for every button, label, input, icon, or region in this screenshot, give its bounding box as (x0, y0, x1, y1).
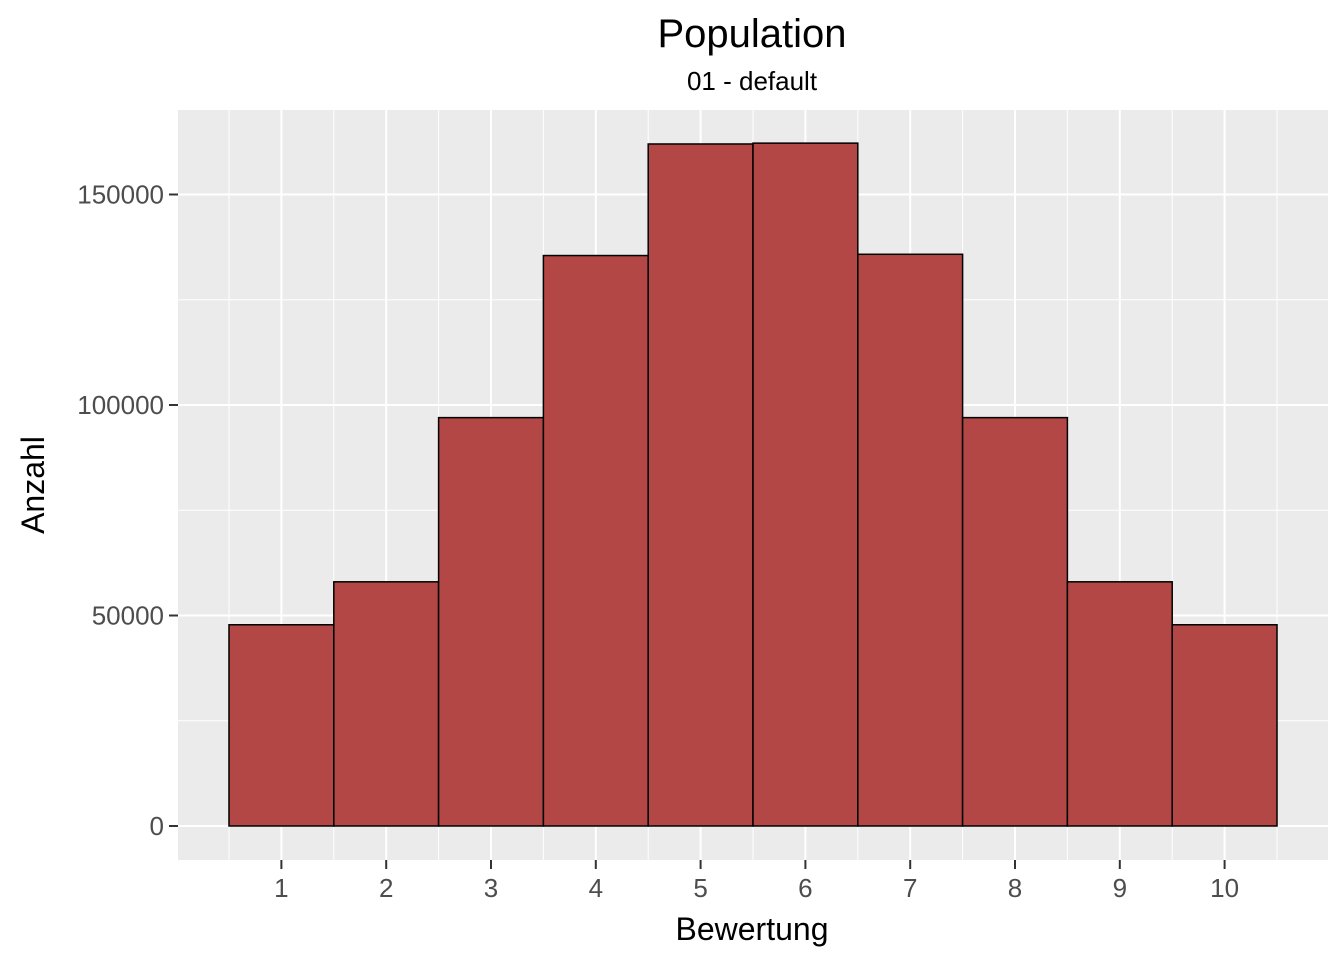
y-axis-title: Anzahl (15, 436, 51, 534)
bars (228, 142, 1278, 827)
x-tick-label: 1 (274, 873, 288, 903)
bar-9 (1066, 581, 1173, 827)
x-tick-label: 7 (903, 873, 917, 903)
bar-10 (1171, 624, 1278, 827)
bar-7 (857, 253, 964, 827)
y-tick-label: 100000 (77, 390, 164, 420)
x-tick-label: 5 (693, 873, 707, 903)
y-tick-label: 50000 (92, 601, 164, 631)
bar-6 (752, 142, 859, 827)
chart-subtitle: 01 - default (687, 66, 818, 96)
bar-4 (542, 254, 649, 827)
chart-title: Population (657, 12, 846, 56)
bar-1 (228, 624, 335, 827)
x-tick-label: 9 (1113, 873, 1127, 903)
x-tick-label: 2 (379, 873, 393, 903)
y-axis: 0 50000 100000 150000 (77, 180, 178, 841)
x-tick-label: 10 (1210, 873, 1239, 903)
y-tick-label: 0 (150, 811, 164, 841)
bar-8 (961, 416, 1069, 827)
x-axis: 1 2 3 4 5 6 7 8 9 10 (274, 860, 1239, 903)
bar-2 (333, 581, 440, 827)
x-axis-title: Bewertung (676, 911, 829, 947)
bar-5 (647, 143, 754, 827)
x-tick-label: 8 (1008, 873, 1022, 903)
bar-3 (437, 416, 545, 827)
x-tick-label: 6 (798, 873, 812, 903)
x-tick-label: 4 (589, 873, 603, 903)
x-tick-label: 3 (484, 873, 498, 903)
y-tick-label: 150000 (77, 180, 164, 210)
